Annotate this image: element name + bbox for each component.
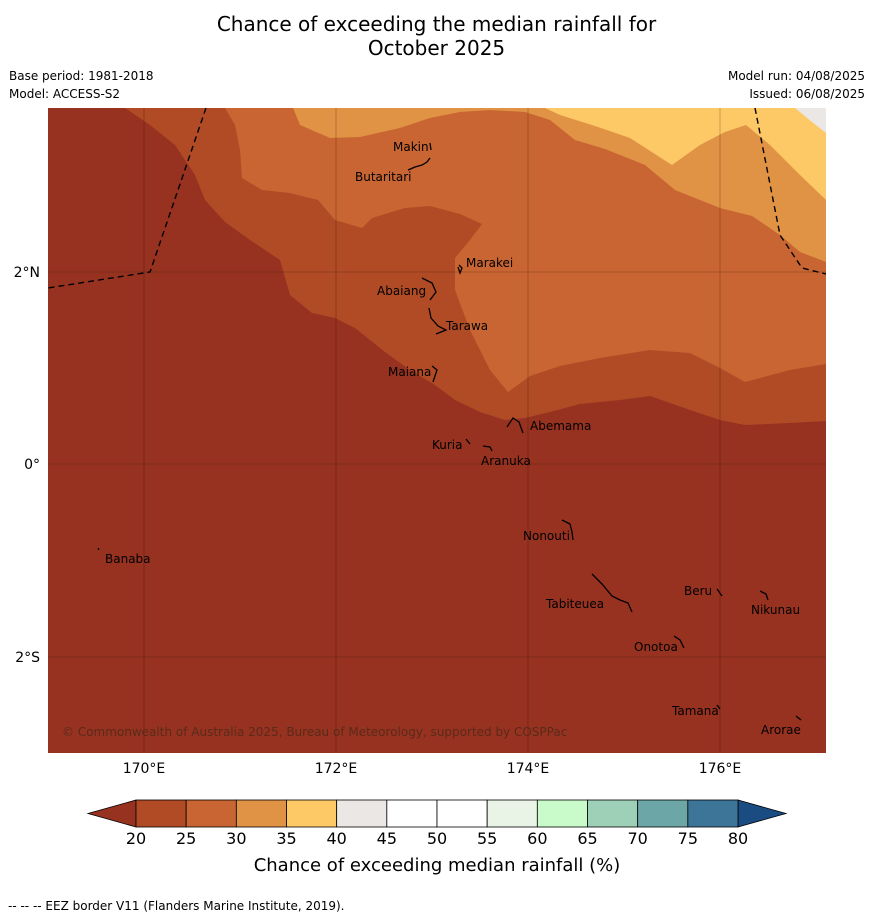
- island-label-banaba: Banaba: [105, 552, 151, 566]
- graticule: [48, 108, 826, 753]
- issued-date: Issued: 06/08/2025: [749, 87, 865, 101]
- chart-title: Chance of exceeding the median rainfall …: [0, 12, 873, 60]
- island-label-abemama: Abemama: [530, 419, 591, 433]
- colorbar-segment: [286, 799, 338, 828]
- island-label-marakei: Marakei: [466, 256, 513, 270]
- marakei-shape: [457, 264, 463, 275]
- colorbar-below-arrow: [86, 799, 137, 828]
- colorbar: 20 25 30 35 40 45 50 55 60 65 70 75 80: [86, 799, 788, 848]
- abaiang-shape: [421, 277, 437, 301]
- colorbar-above-arrow: [737, 799, 788, 828]
- colorbar-tick-label: 40: [326, 829, 346, 848]
- colorbar-tick-label: 20: [126, 829, 146, 848]
- island-label-arorae: Arorae: [761, 723, 801, 737]
- model-run-date: Model run: 04/08/2025: [727, 69, 865, 83]
- colorbar-tick-label: 45: [377, 829, 397, 848]
- colorbar-tick-label: 55: [477, 829, 497, 848]
- arorae-shape: [795, 715, 802, 721]
- island-label-tarawa: Tarawa: [445, 319, 488, 333]
- colorbar-tick-label: 70: [627, 829, 647, 848]
- colorbar-segment: [386, 799, 438, 828]
- beru-shape: [716, 588, 723, 597]
- kuria-shape: [465, 438, 471, 445]
- colorbar-tick-label: 80: [728, 829, 748, 848]
- meta-left: Base period: 1981-2018 Model: ACCESS-S2: [9, 67, 154, 103]
- tamana-shape: [716, 704, 721, 710]
- colorbar-segment: [486, 799, 538, 828]
- colorbar-tick-label: 35: [276, 829, 296, 848]
- base-period: Base period: 1981-2018: [9, 69, 154, 83]
- island-label-aranuka: Aranuka: [481, 454, 531, 468]
- island-label-onotoa: Onotoa: [634, 640, 678, 654]
- model-name: Model: ACCESS-S2: [9, 87, 121, 101]
- colorbar-segment: [687, 799, 739, 828]
- island-label-abaiang: Abaiang: [377, 284, 426, 298]
- tarawa-shape: [428, 307, 448, 335]
- zone-45-50: [795, 108, 826, 133]
- lat-label-0: 0°: [24, 457, 40, 473]
- eez-border: [48, 108, 826, 289]
- colorbar-segment: [637, 799, 689, 828]
- colorbar-segment: [536, 799, 588, 828]
- island-label-maiana: Maiana: [388, 365, 431, 379]
- aranuka-shape: [482, 445, 493, 452]
- island-label-tabiteuea: Tabiteuea: [545, 597, 604, 611]
- map-panel: Makin Butaritari Marakei Abaiang Tarawa …: [48, 108, 826, 753]
- colorbar-segment: [436, 799, 488, 828]
- lon-label-172e: 172°E: [315, 761, 358, 777]
- title-line-1: Chance of exceeding the median rainfall …: [216, 12, 657, 36]
- island-label-beru: Beru: [684, 584, 712, 598]
- colorbar-segment: [587, 799, 639, 828]
- lat-label-2n: 2°N: [14, 265, 40, 281]
- eez-footnote: -- -- -- EEZ border V11 (Flanders Marine…: [8, 899, 345, 913]
- banaba-shape: [97, 547, 100, 551]
- colorbar-segment: [135, 799, 187, 828]
- island-label-butaritari: Butaritari: [355, 170, 412, 184]
- lat-label-2s: 2°S: [15, 650, 40, 666]
- onotoa-shape: [673, 635, 685, 649]
- colorbar-tick-label: 50: [427, 829, 447, 848]
- tabiteuea-shape: [591, 573, 633, 613]
- abemama-shape: [506, 417, 524, 434]
- colorbar-segment: [235, 799, 287, 828]
- lon-label-174e: 174°E: [507, 761, 550, 777]
- colorbar-segment: [336, 799, 388, 828]
- colorbar-tick-label: 75: [678, 829, 698, 848]
- nonouti-shape: [561, 519, 574, 541]
- zone-40-45: [545, 108, 826, 200]
- colorbar-tick-label: 30: [226, 829, 246, 848]
- colorbar-tick-label: 65: [577, 829, 597, 848]
- nikunau-shape: [759, 590, 769, 601]
- meta-right: Model run: 04/08/2025 Issued: 06/08/2025: [728, 67, 865, 103]
- lon-label-176e: 176°E: [699, 761, 742, 777]
- island-label-tamana: Tamana: [671, 704, 719, 718]
- colorbar-tick-label: 25: [176, 829, 196, 848]
- makin-shape: [429, 142, 432, 151]
- colorbar-tick-label: 60: [527, 829, 547, 848]
- title-line-2: October 2025: [367, 36, 506, 60]
- lon-label-170e: 170°E: [123, 761, 166, 777]
- butaritari-shape: [407, 157, 431, 171]
- island-label-kuria: Kuria: [432, 438, 463, 452]
- island-outlines: [97, 142, 802, 721]
- island-label-makin: Makin: [393, 140, 429, 154]
- island-label-nikunau: Nikunau: [751, 603, 800, 617]
- colorbar-segment: [185, 799, 237, 828]
- colorbar-label: Chance of exceeding median rainfall (%): [254, 855, 621, 876]
- maiana-shape: [431, 365, 438, 383]
- island-label-nonouti: Nonouti: [523, 529, 570, 543]
- copyright-notice: © Commonwealth of Australia 2025, Bureau…: [62, 725, 567, 739]
